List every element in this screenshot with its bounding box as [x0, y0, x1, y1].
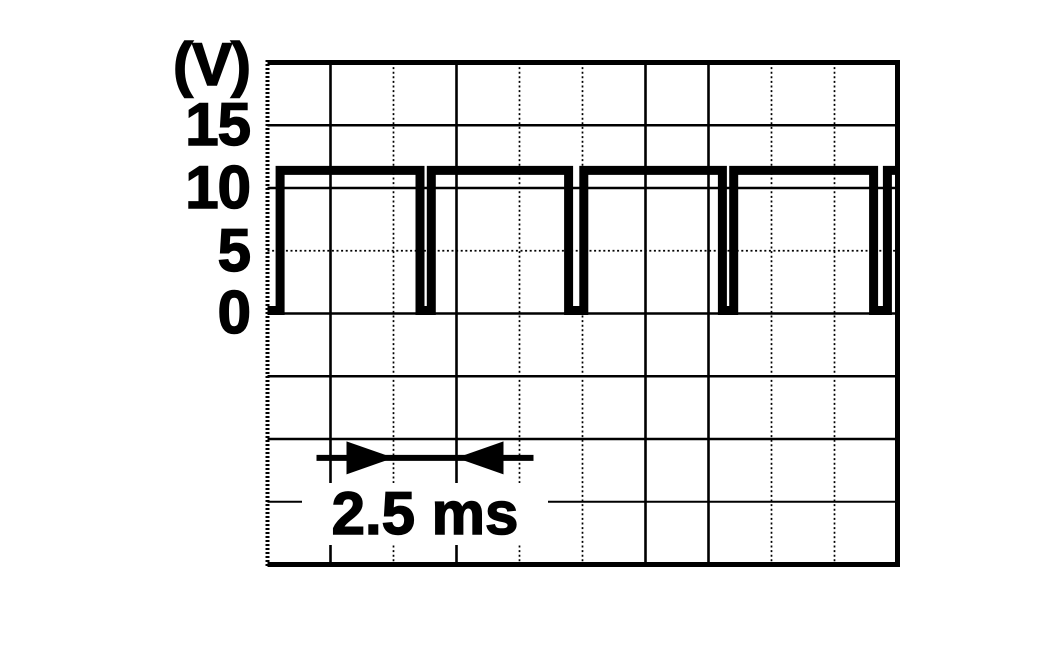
y-tick-label-10: 10 [185, 153, 252, 222]
y-tick-label-0: 0 [217, 278, 252, 347]
time-scale-label: 2.5 ms [302, 482, 548, 545]
y-axis-unit-label: (V) [172, 30, 251, 99]
arrowhead-right-pointing-icon [346, 441, 394, 475]
y-tick-label-5: 5 [217, 216, 252, 285]
pulse-waveform [267, 165, 898, 315]
arrowhead-left-pointing-icon [456, 441, 504, 475]
y-tick-label-15: 15 [185, 90, 252, 159]
